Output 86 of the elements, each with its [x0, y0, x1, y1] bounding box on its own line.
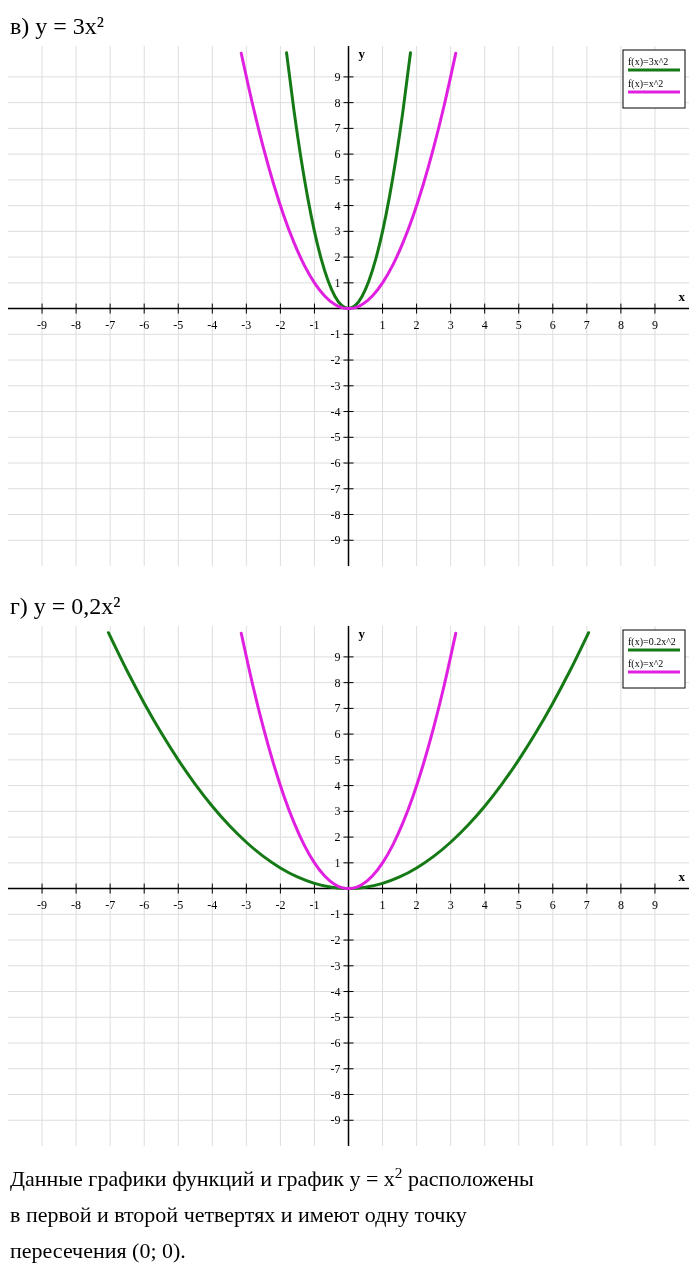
- x-tick-label: 6: [549, 317, 556, 332]
- x-tick-label: 4: [481, 317, 488, 332]
- y-tick-label: 1: [334, 275, 341, 290]
- x-tick-label: 9: [651, 897, 658, 912]
- text: Данные графики функций и график y = x$^{2}$ расположены в первой и второй четвертях и имеют одну точку пересечения (0; 0).: [10, 1163, 534, 1263]
- x-tick-label: -5: [173, 317, 184, 332]
- text: f(x)=3x^2: [628, 56, 669, 68]
- x-tick-label: -8: [71, 897, 82, 912]
- y-tick-label: 9: [334, 649, 341, 664]
- y-tick-label: 7: [334, 121, 341, 136]
- x-tick-label: -9: [37, 317, 48, 332]
- y-tick-label: -8: [330, 507, 341, 522]
- x-tick-label: 9: [651, 317, 658, 332]
- x-tick-label: -9: [37, 897, 48, 912]
- y-tick-label: -6: [330, 456, 341, 471]
- x-tick-label: 8: [617, 317, 624, 332]
- y-tick-label: -4: [330, 984, 341, 999]
- y-tick-label: -1: [330, 907, 341, 922]
- x-tick-label: 1: [379, 897, 386, 912]
- x-tick-label: 7: [583, 317, 590, 332]
- x-tick-label: 5: [515, 317, 522, 332]
- chart-title: г) y = 0,2x²: [10, 593, 121, 619]
- y-tick-label: 4: [334, 198, 341, 213]
- x-tick-label: -7: [105, 897, 116, 912]
- y-tick-label: 9: [334, 69, 341, 84]
- y-tick-label: 2: [334, 830, 341, 845]
- x-tick-label: -6: [139, 897, 150, 912]
- x-tick-label: -2: [275, 317, 286, 332]
- x-tick-label: -4: [207, 897, 218, 912]
- y-tick-label: -2: [330, 933, 341, 948]
- y-tick-label: -2: [330, 353, 341, 368]
- y-tick-label: -7: [330, 481, 341, 496]
- x-tick-label: -4: [207, 317, 218, 332]
- x-tick-label: -5: [173, 897, 184, 912]
- y-tick-label: 7: [334, 701, 341, 716]
- y-tick-label: 1: [334, 855, 341, 870]
- y-tick-label: 4: [334, 778, 341, 793]
- y-tick-label: -7: [330, 1061, 341, 1076]
- y-tick-label: -1: [330, 327, 341, 342]
- y-tick-label: -8: [330, 1087, 341, 1102]
- y-axis-title: y: [358, 46, 366, 61]
- y-tick-label: 8: [334, 675, 341, 690]
- y-tick-label: 3: [334, 224, 341, 239]
- y-tick-label: -5: [330, 1010, 341, 1025]
- y-tick-label: 8: [334, 95, 341, 110]
- x-tick-label: -3: [241, 317, 252, 332]
- x-tick-label: 2: [413, 317, 420, 332]
- text: f(x)=x^2: [628, 658, 664, 670]
- y-axis-title: y: [358, 626, 366, 641]
- x-tick-label: -1: [309, 317, 320, 332]
- y-tick-label: -3: [330, 958, 341, 973]
- x-tick-label: -8: [71, 317, 82, 332]
- x-tick-label: 1: [379, 317, 386, 332]
- x-tick-label: 2: [413, 897, 420, 912]
- x-tick-label: -2: [275, 897, 286, 912]
- x-tick-label: 6: [549, 897, 556, 912]
- x-axis-title: x: [678, 288, 686, 304]
- y-tick-label: 5: [334, 752, 341, 767]
- x-tick-label: 3: [447, 897, 454, 912]
- line-series: [239, 51, 458, 311]
- text: f(x)=x^2: [628, 78, 664, 90]
- y-tick-label: 5: [334, 172, 341, 187]
- y-tick-label: 6: [334, 147, 341, 162]
- y-tick-label: -6: [330, 1036, 341, 1051]
- x-tick-label: 4: [481, 897, 488, 912]
- x-tick-label: -1: [309, 897, 320, 912]
- y-tick-label: -4: [330, 404, 341, 419]
- x-tick-label: 7: [583, 897, 590, 912]
- x-tick-label: 3: [447, 317, 454, 332]
- x-tick-label: 8: [617, 897, 624, 912]
- y-tick-label: 2: [334, 250, 341, 265]
- y-tick-label: -3: [330, 378, 341, 393]
- line-series: [239, 631, 458, 891]
- y-tick-label: -9: [330, 1113, 341, 1128]
- text: f(x)=0.2x^2: [628, 636, 676, 648]
- x-tick-label: -6: [139, 317, 150, 332]
- y-tick-label: -9: [330, 533, 341, 548]
- x-axis-title: x: [678, 868, 686, 884]
- x-tick-label: 5: [515, 897, 522, 912]
- line-series: [106, 631, 591, 891]
- y-tick-label: 3: [334, 804, 341, 819]
- y-tick-label: -5: [330, 430, 341, 445]
- x-tick-label: -7: [105, 317, 116, 332]
- y-tick-label: 6: [334, 727, 341, 742]
- x-tick-label: -3: [241, 897, 252, 912]
- chart-title: в) y = 3x²: [10, 13, 105, 39]
